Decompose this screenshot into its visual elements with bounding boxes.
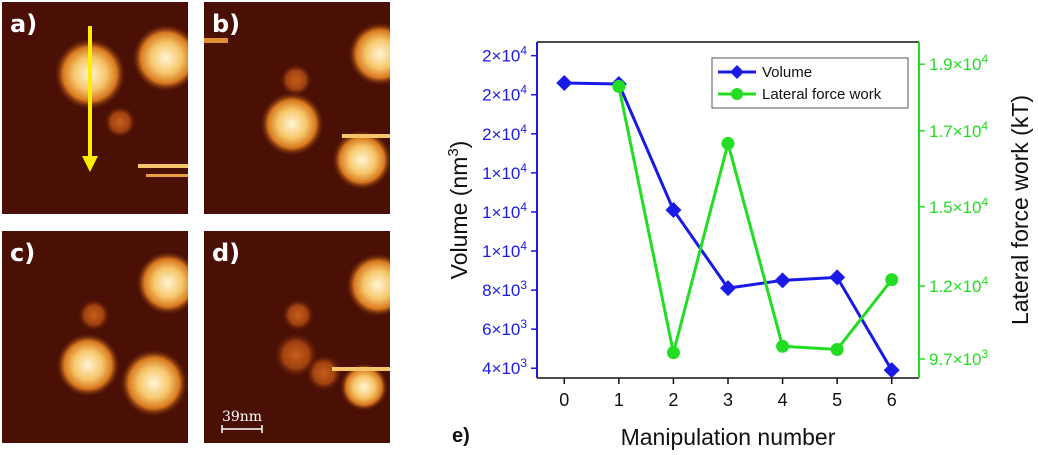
afm-image-a — [2, 2, 188, 214]
left-tick-label: 2×104 — [482, 44, 527, 66]
afm-image-c — [2, 231, 188, 443]
force-point — [721, 136, 735, 150]
afm-image-d: 39nm — [204, 231, 390, 443]
particle — [132, 24, 188, 92]
volume-point — [556, 75, 573, 92]
legend-box — [711, 57, 909, 109]
x-tick-label: 6 — [887, 390, 897, 410]
x-tick-label: 5 — [832, 390, 842, 410]
particle-residue — [78, 299, 110, 331]
left-tick-label: 2×104 — [482, 83, 527, 105]
x-tick-label: 4 — [778, 390, 788, 410]
right-axis-label: Lateral force work (kT) — [1007, 95, 1033, 325]
panel-label-e: e) — [452, 425, 470, 447]
force-point — [612, 79, 626, 93]
panel-label-c: c) — [10, 239, 36, 267]
particle — [332, 130, 390, 190]
legend-marker-circle — [731, 88, 743, 100]
volume-point — [774, 272, 791, 289]
scan-streak — [204, 38, 228, 43]
series-line-lateral-force-work — [617, 86, 893, 354]
particle — [56, 333, 120, 397]
volume-point — [665, 202, 682, 218]
x-tick-label: 2 — [668, 390, 678, 410]
panel-label-b: b) — [212, 10, 241, 38]
legend-label: Lateral force work — [762, 86, 882, 103]
particle-residue — [104, 106, 136, 138]
particle — [346, 253, 390, 317]
right-tick-label: 1.5×104 — [929, 195, 988, 217]
left-tick-label: 2×104 — [482, 122, 527, 144]
x-axis-label: Manipulation number — [621, 424, 836, 450]
scan-streak — [146, 174, 188, 177]
volume-point — [829, 269, 846, 286]
particle — [260, 92, 324, 156]
afm-panel-b: b) — [204, 2, 390, 214]
series-line-volume — [564, 81, 894, 371]
force-point — [666, 346, 680, 360]
x-tick-label: 0 — [559, 390, 569, 410]
particle — [120, 349, 188, 417]
scan-streak — [138, 164, 188, 168]
left-tick-label: 1×104 — [482, 200, 527, 222]
x-tick-label: 1 — [614, 390, 624, 410]
left-tick-label: 8×103 — [482, 278, 527, 300]
volume-point — [883, 362, 900, 379]
afm-panel-c: c) — [2, 231, 188, 443]
right-tick-label: 1.9×104 — [929, 52, 988, 74]
x-tick-label: 3 — [723, 390, 733, 410]
particle-residue — [274, 333, 318, 377]
left-tick-label: 6×103 — [482, 317, 527, 339]
force-point — [830, 342, 844, 356]
particle-residue — [282, 299, 314, 331]
particle — [340, 363, 388, 411]
right-tick-label: 1.7×104 — [929, 119, 988, 141]
particle — [136, 251, 188, 315]
right-tick-label: 1.2×104 — [929, 274, 988, 296]
particle — [348, 22, 390, 86]
left-tick-label: 4×103 — [482, 356, 527, 378]
left-tick-label: 1×104 — [482, 239, 527, 261]
scale-bar-label: 39nm — [222, 409, 262, 425]
afm-panel-d: 39nm d) — [204, 231, 390, 443]
force-point — [885, 273, 899, 287]
scan-streak — [342, 134, 390, 138]
force-point — [776, 339, 790, 353]
volume-point — [610, 76, 627, 92]
legend-label: Volume — [762, 64, 812, 81]
manipulation-arrowhead — [82, 156, 98, 172]
legend-marker-diamond — [730, 65, 744, 79]
particle-residue — [306, 355, 342, 391]
afm-panel-a: a) — [2, 2, 188, 214]
left-tick-label: 1×104 — [482, 161, 527, 183]
right-tick-label: 9.7×103 — [929, 347, 988, 369]
panel-label-d: d) — [212, 239, 241, 267]
panel-label-a: a) — [10, 10, 38, 38]
particle-residue — [280, 64, 312, 96]
afm-image-b — [204, 2, 390, 214]
left-axis-label: Volume (nm3) — [445, 141, 472, 280]
volume-point — [720, 280, 736, 297]
scan-streak — [332, 367, 390, 371]
